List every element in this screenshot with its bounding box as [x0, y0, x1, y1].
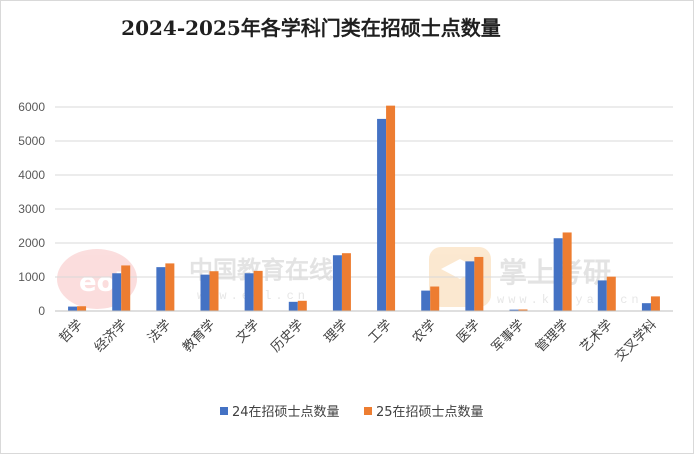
x-category-label: 艺术学: [577, 317, 616, 356]
bar-24-5: [288, 301, 298, 311]
x-category-label: 管理学: [533, 317, 572, 356]
bar-24-7: [377, 118, 387, 312]
bar-25-13: [650, 296, 660, 311]
bar-24-8: [421, 290, 431, 311]
bar-25-6: [341, 253, 351, 311]
y-tick-label: 2000: [18, 236, 45, 250]
bar-25-10: [518, 309, 528, 311]
x-category-label: 理学: [321, 317, 351, 347]
x-category-label: 教育学: [179, 317, 218, 356]
bar-25-7: [386, 105, 396, 311]
chart-title: 2024-2025年各学科门类在招硕士点数量: [121, 16, 501, 40]
bar-24-11: [553, 238, 563, 311]
bar-24-1: [112, 273, 122, 311]
bar-24-12: [597, 280, 607, 311]
bar-24-3: [200, 274, 210, 311]
bar-24-9: [465, 261, 475, 311]
bar-24-6: [332, 255, 342, 311]
y-tick-label: 6000: [18, 100, 45, 114]
legend: 24在招硕士点数量 25在招硕士点数量: [220, 405, 484, 420]
y-tick-label: 3000: [18, 202, 45, 216]
grid-lines: [55, 106, 673, 278]
bar-25-9: [474, 256, 484, 311]
bar-24-13: [641, 303, 651, 311]
x-category-label: 医学: [453, 317, 483, 347]
bar-25-12: [606, 276, 616, 311]
y-tick-label: 0: [38, 304, 45, 318]
x-category-label: 工学: [365, 317, 395, 347]
x-category-label: 文学: [233, 317, 263, 347]
bar-24-2: [156, 267, 166, 311]
bar-24-4: [244, 273, 254, 311]
bar-25-0: [77, 306, 87, 311]
bar-25-2: [165, 263, 175, 311]
x-category-label: 历史学: [268, 317, 307, 356]
eol-watermark: eol 中国教育在线 www.eol.cn: [57, 249, 333, 309]
bars: [68, 105, 660, 312]
y-axis-ticks: 0 1000 2000 3000 4000 5000 6000: [18, 100, 45, 318]
y-tick-label: 4000: [18, 168, 45, 182]
bar-24-0: [68, 306, 78, 311]
legend-label: 24在招硕士点数量: [232, 405, 340, 420]
y-tick-label: 5000: [18, 134, 45, 148]
x-category-label: 军事学: [488, 317, 527, 356]
legend-label: 25在招硕士点数量: [376, 405, 484, 420]
x-category-label: 经济学: [91, 317, 130, 356]
bar-25-11: [562, 232, 572, 311]
bar-24-10: [509, 309, 519, 311]
bar-25-1: [121, 265, 131, 311]
bar-25-4: [253, 270, 263, 311]
x-category-label: 交叉学科: [612, 317, 660, 365]
bar-25-5: [297, 300, 307, 311]
legend-swatch: [364, 407, 372, 415]
x-category-label: 哲学: [56, 317, 86, 347]
y-tick-label: 1000: [18, 270, 45, 284]
x-category-label: 法学: [144, 317, 174, 347]
x-category-label: 农学: [409, 317, 439, 347]
legend-swatch: [220, 407, 228, 415]
bar-25-3: [209, 271, 219, 311]
bar-25-8: [430, 286, 440, 311]
